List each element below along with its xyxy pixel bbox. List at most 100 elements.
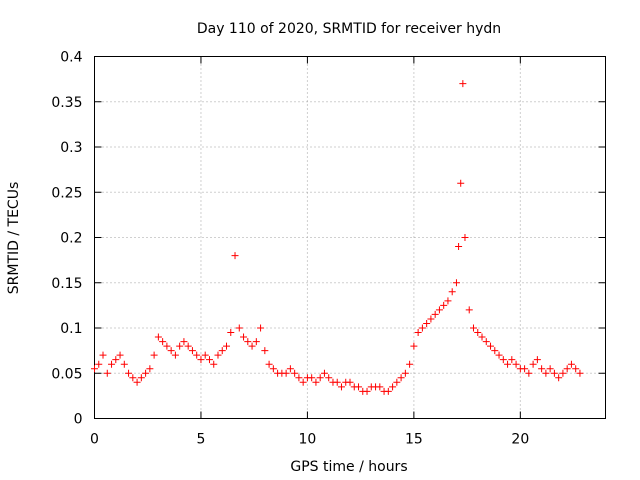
data-point [176, 342, 184, 350]
data-point [325, 374, 333, 382]
chart-title: Day 110 of 2020, SRMTID for receiver hyd… [197, 21, 501, 37]
x-tick-label: 20 [511, 432, 529, 448]
data-point [125, 369, 133, 377]
y-tick-label: 0.35 [51, 95, 82, 111]
data-point [474, 329, 482, 337]
data-point [171, 351, 179, 359]
data-point [167, 347, 175, 355]
data-point [218, 347, 226, 355]
data-point [295, 374, 303, 382]
data-point [188, 347, 196, 355]
data-point [116, 351, 124, 359]
data-point [363, 387, 371, 395]
data-point [257, 324, 265, 332]
data-point [487, 342, 495, 350]
data-point [201, 351, 209, 359]
data-point [538, 365, 546, 373]
data-point [576, 369, 584, 377]
y-tick-label: 0.2 [60, 231, 82, 247]
data-point [440, 301, 448, 309]
data-point [355, 383, 363, 391]
data-point [512, 360, 520, 368]
y-tick-label: 0.1 [60, 321, 82, 337]
data-point [180, 338, 188, 346]
data-point [316, 374, 324, 382]
data-point [448, 288, 456, 296]
data-point [550, 369, 558, 377]
data-point [154, 333, 162, 341]
data-point [504, 360, 512, 368]
axis-ticks [94, 56, 606, 419]
x-tick-label: 0 [90, 432, 99, 448]
data-point [406, 360, 414, 368]
y-tick-label: 0 [74, 412, 83, 428]
data-point [397, 374, 405, 382]
y-tick-label: 0.4 [60, 50, 82, 66]
data-point [120, 360, 128, 368]
data-point [401, 369, 409, 377]
data-point [469, 324, 477, 332]
data-point [235, 324, 243, 332]
grid [94, 56, 606, 419]
y-tick-label: 0.25 [51, 185, 82, 201]
data-point [521, 365, 529, 373]
data-point [452, 279, 460, 287]
data-point [559, 369, 567, 377]
data-point [320, 369, 328, 377]
data-point [393, 378, 401, 386]
data-point [418, 324, 426, 332]
data-point [508, 356, 516, 364]
x-tick-label: 10 [299, 432, 317, 448]
data-point [261, 347, 269, 355]
data-point [99, 351, 107, 359]
data-point [410, 342, 418, 350]
x-tick-label: 5 [196, 432, 205, 448]
data-point [291, 369, 299, 377]
data-point [455, 243, 463, 251]
data-point [431, 310, 439, 318]
x-axis-label: GPS time / hours [290, 459, 407, 475]
data-point [312, 378, 320, 386]
data-point [282, 369, 290, 377]
data-point [346, 378, 354, 386]
data-point [423, 319, 431, 327]
data-point [457, 179, 465, 187]
data-point [461, 234, 469, 241]
data-point [91, 365, 98, 373]
data-point [563, 365, 571, 373]
data-point [184, 342, 192, 350]
data-point [223, 342, 231, 350]
plot-frame [94, 56, 606, 419]
data-points [91, 80, 584, 395]
data-point [163, 342, 171, 350]
data-point [95, 360, 103, 368]
data-point [427, 315, 435, 323]
data-point [465, 306, 473, 314]
data-point [572, 365, 580, 373]
data-point [205, 356, 213, 364]
data-point [555, 374, 563, 382]
data-point [499, 356, 507, 364]
x-tick-label: 15 [405, 432, 423, 448]
data-point [337, 383, 345, 391]
y-tick-label: 0.3 [60, 140, 82, 156]
y-axis-label: SRMTID / TECUs [6, 182, 22, 295]
data-point [384, 387, 392, 395]
data-point [252, 338, 260, 346]
data-point [193, 351, 201, 359]
data-point [546, 365, 554, 373]
data-point [150, 351, 158, 359]
data-point [244, 338, 252, 346]
y-tick-label: 0.15 [51, 276, 82, 292]
data-point [389, 383, 397, 391]
data-point [142, 369, 150, 377]
data-point [333, 378, 341, 386]
data-point [459, 80, 467, 88]
data-point [146, 365, 154, 373]
data-point [491, 347, 499, 355]
data-point [197, 356, 205, 364]
data-point [495, 351, 503, 359]
data-point [542, 369, 550, 377]
data-point [227, 329, 235, 337]
